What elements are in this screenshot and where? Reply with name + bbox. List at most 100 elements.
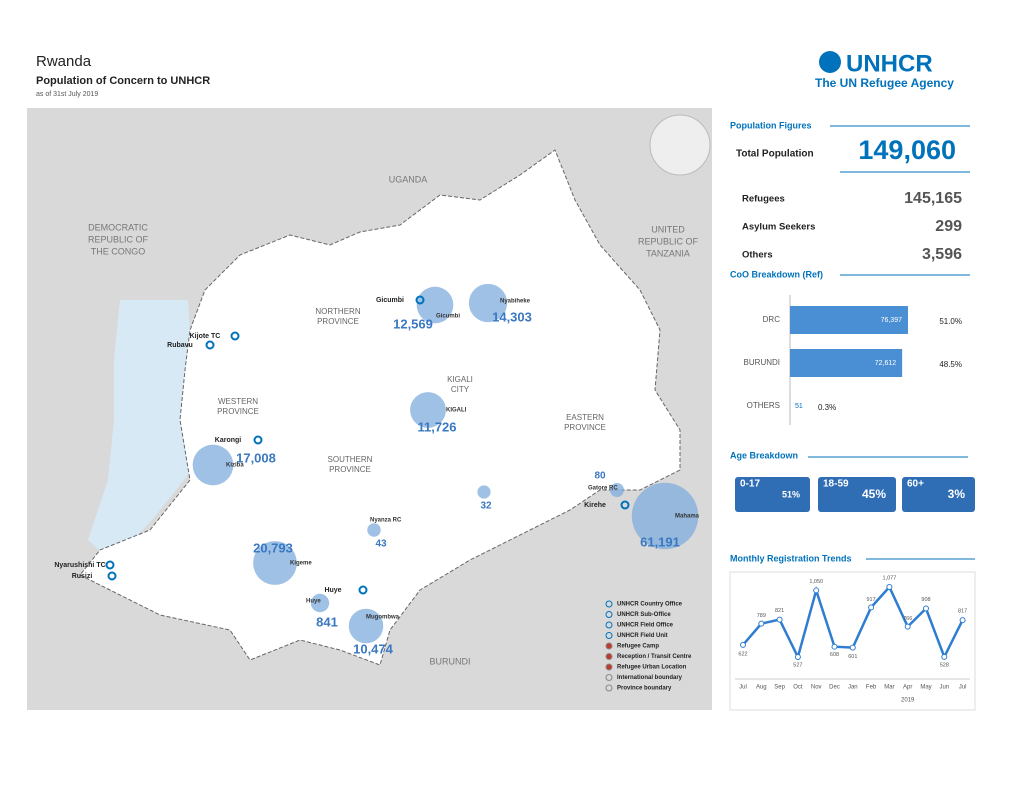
- site-name: Nyanza RC: [370, 518, 402, 524]
- office-name: Huye: [324, 587, 341, 594]
- x-tick-label: Sep: [774, 685, 785, 691]
- section-title: Population Figures: [730, 120, 812, 130]
- province-label: EASTERN: [566, 413, 604, 422]
- province-label: KIGALI: [447, 375, 473, 384]
- office-icon: [415, 295, 425, 305]
- x-tick-label: Oct: [793, 685, 803, 691]
- legend-icon: [605, 611, 613, 618]
- value-label: 527: [793, 662, 802, 668]
- site-value: 11,726: [417, 419, 456, 434]
- legend-icon: [605, 621, 613, 629]
- province-label: NORTHERN: [315, 307, 360, 316]
- site-value: 32: [480, 501, 492, 512]
- age-share: 3%: [948, 487, 966, 501]
- value-label: 917: [867, 597, 876, 603]
- site-circle: [468, 283, 508, 323]
- value-label: 608: [830, 652, 839, 658]
- value-label: 817: [958, 609, 967, 615]
- country-label: THE CONGO: [91, 246, 146, 256]
- legend-label: UNHCR Country Office: [617, 602, 683, 608]
- office-name: Gicumbi: [376, 297, 404, 304]
- figure-value: 3,596: [922, 246, 962, 263]
- site-value: 841: [316, 614, 338, 629]
- legend-icon: [605, 632, 613, 639]
- country-label: REPUBLIC OF: [88, 234, 149, 244]
- trend-point: [923, 605, 929, 612]
- date: as of 31st July 2019: [36, 91, 98, 98]
- value-label: 601: [848, 654, 857, 660]
- trend-point: [813, 587, 820, 594]
- value-label: 766: [903, 616, 912, 622]
- figure-label: Asylum Seekers: [742, 222, 815, 233]
- office-name: Nyarushishi TC: [54, 562, 105, 569]
- share-label: 48.5%: [939, 360, 962, 369]
- country-label: BURUNDI: [429, 656, 470, 666]
- office-name: Kijote TC: [190, 333, 221, 340]
- province-label: PROVINCE: [564, 423, 606, 432]
- site-name: Mahama: [675, 514, 700, 520]
- site-value: 14,303: [492, 309, 532, 324]
- x-tick-label: Jul: [959, 685, 967, 691]
- value-label: 622: [738, 651, 747, 657]
- trend-point: [740, 641, 746, 648]
- rwanda: [79, 149, 681, 666]
- office-icon: [358, 585, 368, 595]
- value-label: 528: [940, 662, 949, 668]
- figure-value: 299: [935, 218, 962, 235]
- site-circle: [348, 608, 384, 644]
- site-value: 20,793: [253, 540, 293, 555]
- age-label: 18-59: [823, 479, 849, 490]
- office-icon: [107, 571, 117, 581]
- country-label: UNITED: [651, 224, 685, 234]
- site-name: Mugombwa: [366, 615, 400, 621]
- site-circle: [631, 482, 699, 550]
- country-label: UGANDA: [389, 174, 428, 184]
- office-name: Rubavu: [167, 342, 193, 349]
- legend-label: Province boundary: [617, 686, 672, 692]
- office-name: Rusizi: [72, 573, 93, 580]
- province-label: PROVINCE: [329, 465, 371, 474]
- figure-label: Refugees: [742, 194, 785, 205]
- site-name: KIGALI: [446, 408, 467, 414]
- legend-icon: [605, 663, 613, 671]
- province-label: PROVINCE: [317, 317, 359, 326]
- value-label: 821: [775, 608, 784, 614]
- country-label: REPUBLIC OF: [638, 236, 699, 246]
- office-icon: [253, 435, 263, 445]
- office-icon: [620, 500, 630, 510]
- lake-kivu: [88, 300, 192, 562]
- office-name: Karongi: [215, 437, 242, 444]
- age-box: [818, 477, 896, 512]
- value-label: 1,050: [809, 579, 823, 585]
- subtitle: Population of Concern to UNHCR: [36, 75, 210, 87]
- x-tick-label: Aug: [756, 685, 767, 691]
- trend-point: [776, 616, 783, 623]
- office-icon: [105, 560, 115, 570]
- share-label: 0.3%: [818, 403, 836, 412]
- total-label: Total Population: [736, 149, 814, 160]
- value-label: 72,612: [875, 360, 897, 367]
- trend-point: [868, 604, 875, 611]
- age-label: 60+: [907, 479, 924, 490]
- x-tick-label: Jul: [739, 685, 747, 691]
- category-label: BURUNDI: [744, 358, 780, 367]
- country-label: DEMOCRATIC: [88, 222, 148, 232]
- bar: [790, 306, 908, 334]
- country-label: TANZANIA: [646, 248, 690, 258]
- share-label: 51.0%: [939, 317, 962, 326]
- site-circle: [410, 392, 446, 428]
- legend-label: UNHCR Sub-Office: [617, 612, 671, 618]
- trend-point: [941, 653, 948, 660]
- total-value: 149,060: [858, 135, 956, 165]
- section-title: Monthly Registration Trends: [730, 553, 852, 563]
- trend-point: [794, 654, 801, 660]
- site-value: 80: [594, 471, 606, 482]
- site-circle: [477, 485, 491, 499]
- legend-icon: [605, 684, 613, 692]
- legend-label: UNHCR Field Office: [617, 623, 674, 629]
- site-name: Gicumbi: [436, 314, 460, 320]
- x-tick-label: Jun: [939, 685, 949, 691]
- site-name: Kigeme: [290, 561, 312, 567]
- age-share: 51%: [782, 489, 800, 499]
- age-box: [735, 477, 810, 512]
